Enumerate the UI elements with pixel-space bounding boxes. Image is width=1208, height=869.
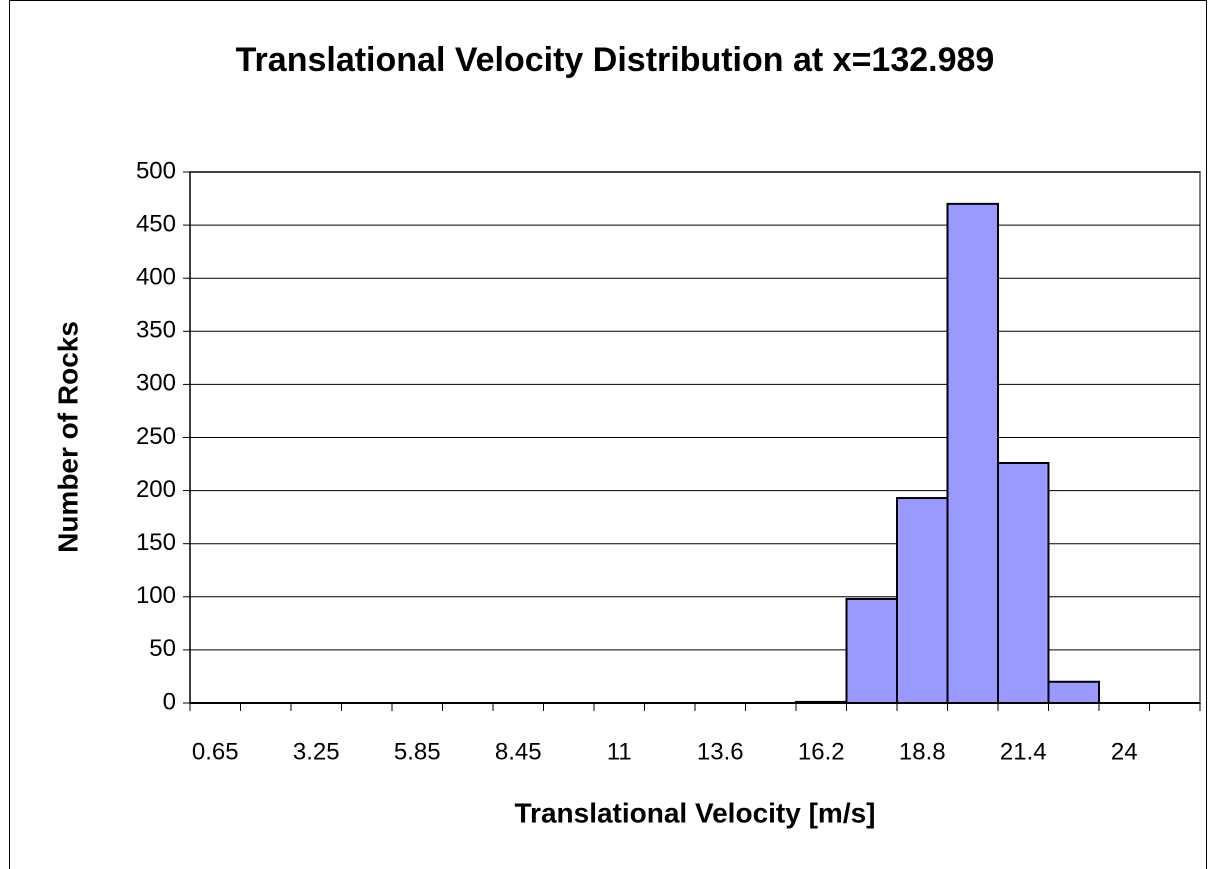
- y-tick-label: 0: [163, 688, 176, 715]
- y-tick-label: 50: [149, 635, 176, 662]
- y-tick-label: 450: [136, 210, 176, 237]
- bar: [946, 202, 999, 705]
- x-tick-label: 5.85: [394, 738, 441, 765]
- x-tick-label: 24: [1111, 738, 1138, 765]
- x-tick-label: 11: [607, 738, 632, 765]
- y-tick-label: 200: [136, 476, 176, 503]
- y-tick-label: 150: [136, 529, 176, 556]
- x-tick-label: 0.65: [192, 738, 239, 765]
- x-tick-label: 18.8: [899, 738, 946, 765]
- y-tick-label: 500: [136, 157, 176, 184]
- y-tick-label: 250: [136, 423, 176, 450]
- bar: [896, 497, 949, 704]
- bar: [845, 597, 898, 705]
- y-axis-label: Number of Rocks: [52, 321, 83, 553]
- y-tick-label: 350: [136, 317, 176, 344]
- x-tick-label: 3.25: [293, 738, 340, 765]
- x-tick-label: 16.2: [798, 738, 845, 765]
- y-tick-label: 300: [136, 370, 176, 397]
- x-tick-label: 8.45: [495, 738, 542, 765]
- x-axis-label: Translational Velocity [m/s]: [514, 797, 875, 828]
- y-tick-label: 400: [136, 264, 176, 291]
- chart-title: Translational Velocity Distribution at x…: [236, 41, 995, 79]
- y-tick-label: 100: [136, 582, 176, 609]
- bar: [997, 461, 1050, 704]
- x-tick-label: 21.4: [1000, 738, 1047, 765]
- x-tick-label: 13.6: [697, 738, 744, 765]
- bar: [1047, 680, 1100, 705]
